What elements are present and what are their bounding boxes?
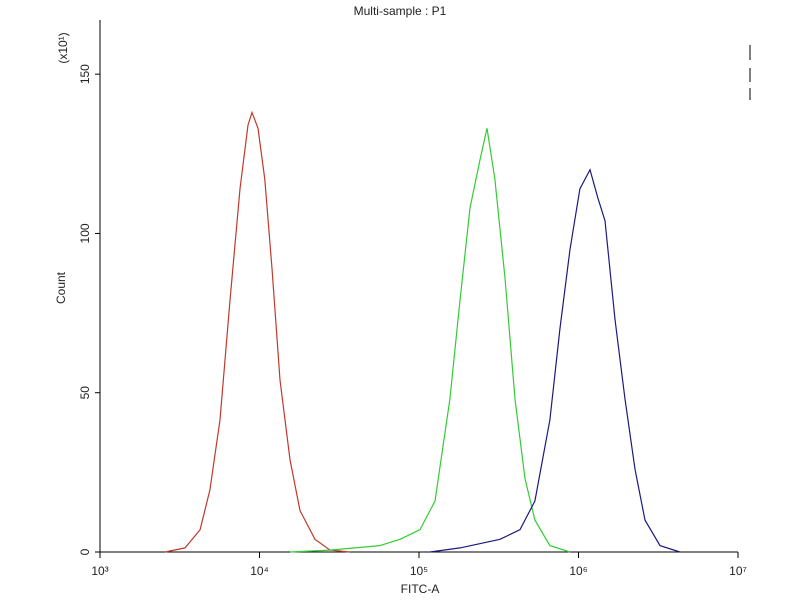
x-tick-label: 10⁵ (410, 564, 428, 578)
y-tick-label: 150 (78, 64, 92, 84)
x-axis-label: FITC-A (401, 582, 440, 596)
histogram-line (164, 110, 350, 553)
y-axis-label: Count (54, 271, 68, 304)
x-tick-label: 10⁴ (250, 564, 269, 578)
chart-title: Multi-sample : P1 (354, 4, 447, 18)
x-tick-label: 10⁷ (729, 564, 747, 578)
histogram-line (429, 168, 681, 553)
y-tick-label: 0 (78, 548, 92, 555)
y-unit-label: (x10¹) (56, 32, 70, 63)
y-tick-label: 100 (78, 223, 92, 243)
histogram-line (289, 128, 571, 553)
x-tick-label: 10³ (91, 564, 108, 578)
y-tick-label: 50 (78, 386, 92, 400)
x-tick-label: 10⁶ (569, 564, 587, 578)
